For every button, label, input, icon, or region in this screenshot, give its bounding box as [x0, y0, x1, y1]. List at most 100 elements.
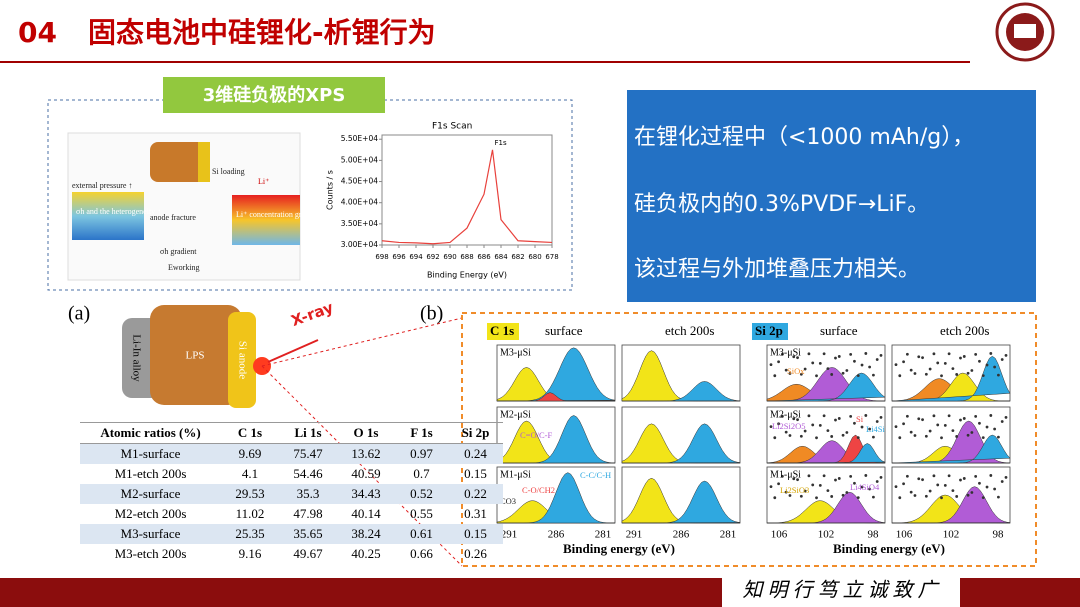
spectrum-point	[932, 474, 936, 478]
table-row: M1-etch 200s 4.1 54.46 40.59 0.7 0.15	[80, 464, 503, 484]
spectrum-point	[875, 480, 879, 483]
section-title: C 1s	[490, 323, 514, 338]
spectrum-point	[777, 482, 780, 486]
table-row: M3-surface 25.35 35.65 38.24 0.61 0.15	[80, 524, 503, 544]
table-cell: 0.55	[410, 506, 433, 521]
spectrum-point	[940, 374, 943, 378]
x-tick-label: 686	[477, 253, 491, 261]
spectrum-point	[909, 368, 913, 372]
table-cell: 0.52	[395, 484, 448, 504]
table-cell: 40.14	[351, 506, 381, 521]
spectrum-point	[924, 372, 928, 376]
x-tick-label: 291	[501, 529, 518, 541]
spectrum-point	[811, 483, 815, 487]
schematic-label: Si loading	[212, 167, 245, 176]
footer-bar	[0, 578, 722, 607]
table-row: M3-etch 200s 9.16 49.67 40.25 0.66 0.26	[80, 544, 503, 564]
table-cell: 0.26	[464, 546, 487, 561]
spectrum-point	[777, 422, 780, 426]
layer-label: LPS	[186, 350, 205, 362]
spectrum-point	[845, 491, 849, 494]
motto: 知 明 行 笃 立 诚 致 广	[743, 580, 941, 602]
spectrum-point	[951, 429, 955, 433]
table-cell: 13.62	[337, 443, 395, 464]
spectrum-point	[853, 481, 856, 485]
table-cell: 47.98	[293, 506, 323, 521]
peak-label: Li2Si2O5	[772, 421, 806, 431]
peak-label: SiOx	[787, 366, 805, 376]
spectrum-point	[909, 430, 913, 434]
spectrum-point	[822, 414, 826, 418]
spectrum-point	[951, 367, 955, 371]
spectrum-point	[853, 421, 856, 425]
spectrum-point	[856, 436, 860, 440]
schematic-label: σh and the heterogeneity ↑	[76, 207, 161, 216]
x-tick-label: 98	[993, 529, 1005, 541]
spectrum-point	[864, 474, 868, 477]
table-cell: 0.61	[395, 524, 448, 544]
spectrum-point	[985, 363, 989, 367]
x-tick-label: 682	[511, 253, 524, 261]
spectrum-point	[792, 417, 796, 421]
spectrum-point	[962, 355, 966, 358]
xps-label-box	[163, 77, 385, 113]
x-tick-label: 286	[548, 529, 565, 541]
x-axis-label: Binding energy (eV)	[563, 541, 675, 556]
spectrum-point	[894, 363, 898, 366]
spectrum-point	[981, 496, 985, 500]
spectrum-point	[985, 425, 989, 429]
spectrum-point	[1004, 475, 1008, 479]
spectrum-point	[970, 369, 974, 372]
spectrum-point	[784, 490, 788, 494]
table-cell: M1-surface	[80, 443, 221, 464]
spectrum-point	[788, 494, 792, 497]
peak-label: Li4SiO4	[850, 482, 880, 492]
spectrum-point	[788, 372, 792, 375]
spectrum-point	[936, 483, 940, 487]
spectrum-point	[974, 415, 978, 418]
table-cell: 0.66	[410, 546, 433, 561]
table-cell: 35.3	[279, 484, 337, 504]
table-row: M1-surface 9.69 75.47 13.62 0.97 0.24	[80, 443, 503, 464]
sample-label: M2-μSi	[500, 409, 531, 420]
spectrum-point	[913, 434, 917, 437]
x-tick-label: 684	[494, 253, 508, 261]
x-tick-label: 98	[868, 529, 880, 541]
table-cell: 0.7	[413, 466, 430, 481]
spectrum-point	[853, 359, 856, 363]
spectrum-point	[815, 496, 818, 500]
x-tick-label: 698	[375, 253, 388, 261]
table-cell: M3-surface	[80, 524, 221, 544]
section-title: Si 2p	[755, 323, 783, 338]
header-cell: O 1s	[337, 422, 395, 444]
table-row: M2-surface 29.53 35.3 34.43 0.52 0.22	[80, 484, 503, 504]
spectrum-point	[970, 491, 974, 494]
spectrum-point	[830, 435, 834, 438]
sample-label: M3-μSi	[500, 347, 531, 358]
spectrum-point	[936, 423, 940, 427]
table-cell: 0.31	[464, 506, 487, 521]
spectrum-point	[978, 359, 981, 363]
f1s-chart: F1s Scan Counts / s Binding Energy (eV) 3.0…	[326, 122, 559, 280]
spectrum-point	[864, 414, 868, 417]
spectrum-point	[989, 414, 993, 417]
spectrum-point	[807, 352, 811, 356]
spectrum-point	[905, 414, 909, 418]
callout-line: 该过程与外加堆叠压力相关。	[634, 257, 920, 282]
spectrum-point	[868, 487, 872, 491]
table-cell: 0.24	[448, 443, 503, 464]
spectrum-point	[826, 489, 830, 493]
spectrum-point	[811, 423, 815, 427]
spectrum-point	[860, 363, 864, 367]
spectrum-point	[841, 371, 845, 375]
table-cell: 40.59	[351, 466, 381, 481]
spectrum-point	[845, 431, 849, 434]
spectrum-point	[879, 475, 883, 479]
spectrum-point	[940, 496, 943, 500]
spectrum-point	[974, 353, 978, 356]
spectrum-point	[902, 482, 905, 486]
x-tick-label: 106	[896, 529, 913, 541]
spectrum-point	[928, 489, 932, 493]
spectrum-point	[966, 493, 970, 497]
spectrum-point	[875, 420, 879, 423]
